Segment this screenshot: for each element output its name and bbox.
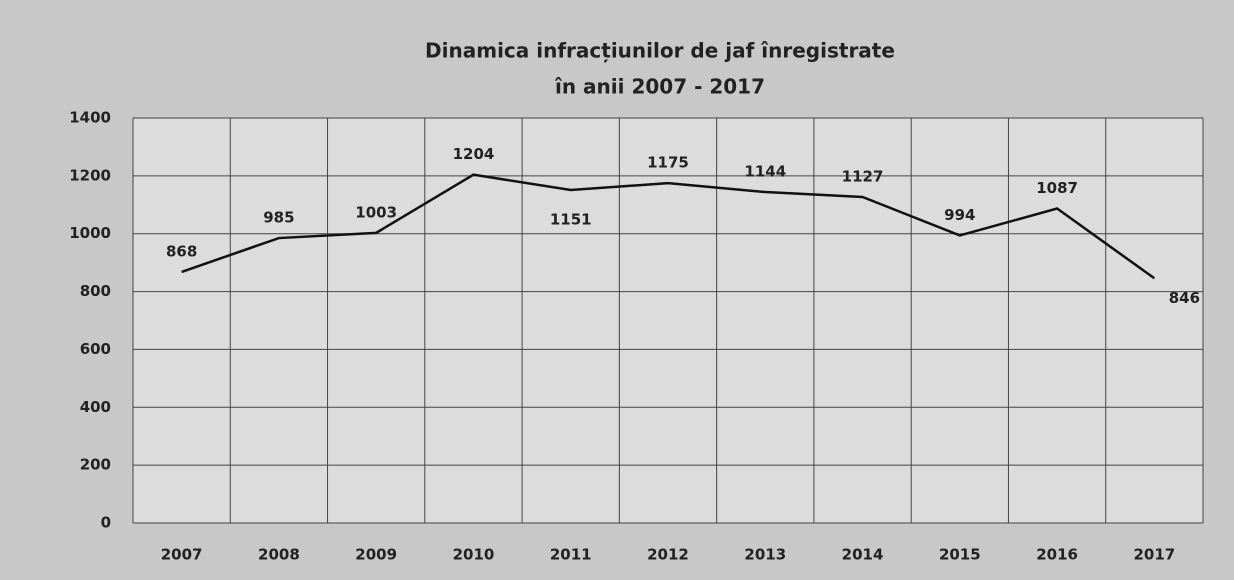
data-label: 985 — [263, 209, 294, 227]
data-label: 994 — [944, 206, 975, 224]
data-label: 1003 — [355, 203, 397, 221]
y-tick-label: 400 — [80, 398, 111, 416]
data-label: 1127 — [842, 167, 884, 185]
data-label: 1144 — [744, 163, 786, 181]
y-tick-label: 1200 — [69, 166, 111, 184]
x-tick-label: 2008 — [258, 546, 300, 564]
data-label: 1087 — [1036, 179, 1078, 197]
x-tick-label: 2007 — [161, 546, 203, 564]
data-label: 1204 — [453, 145, 495, 163]
y-tick-label: 800 — [80, 282, 111, 300]
data-label: 868 — [166, 242, 197, 260]
x-tick-label: 2010 — [453, 546, 495, 564]
y-tick-label: 1000 — [69, 224, 111, 242]
y-tick-label: 200 — [80, 456, 111, 474]
y-tick-label: 0 — [101, 514, 111, 532]
x-tick-label: 2013 — [744, 546, 786, 564]
data-line — [181, 173, 1156, 280]
data-label: 846 — [1169, 289, 1200, 307]
chart-title: Dinamica infracțiunilor de jaf înregistr… — [425, 39, 895, 63]
data-label: 1175 — [647, 154, 689, 172]
x-tick-label: 2016 — [1036, 546, 1078, 564]
x-tick-label: 2012 — [647, 546, 689, 564]
x-tick-label: 2011 — [550, 546, 592, 564]
chart-subtitle: în anii 2007 - 2017 — [554, 75, 765, 99]
x-tick-label: 2015 — [939, 546, 981, 564]
x-tick-label: 2009 — [355, 546, 397, 564]
y-tick-label: 1400 — [69, 109, 111, 127]
y-tick-label: 600 — [80, 340, 111, 358]
x-tick-label: 2017 — [1133, 546, 1175, 564]
plot-area — [133, 118, 1203, 523]
data-label: 1151 — [550, 211, 592, 229]
x-tick-label: 2014 — [842, 546, 884, 564]
